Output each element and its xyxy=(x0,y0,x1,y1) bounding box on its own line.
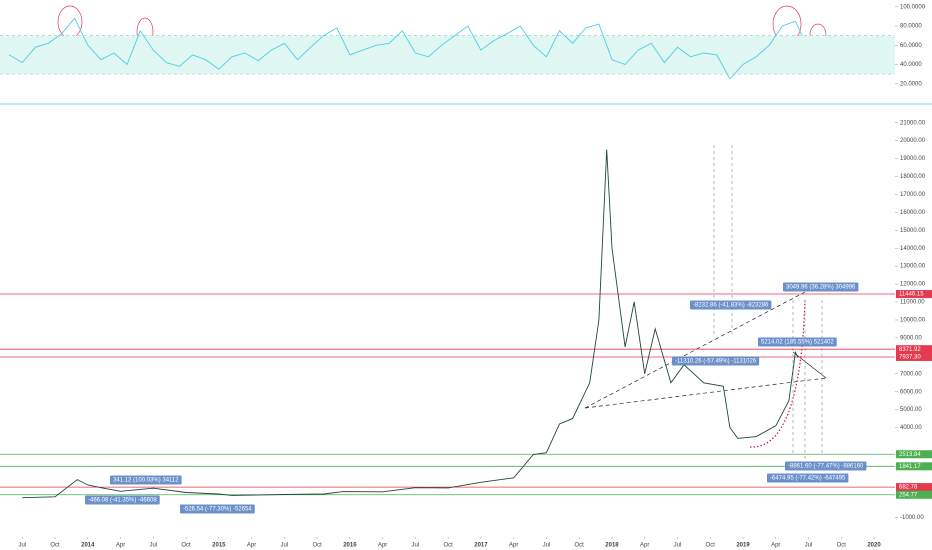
y-tick-label: 17000.00 xyxy=(900,192,926,198)
level-tag xyxy=(896,290,932,299)
y-tick-label: 9000.00 xyxy=(900,335,922,341)
y-tick-label: 5000.00 xyxy=(900,407,922,413)
y-tick-label: 18000.00 xyxy=(900,174,926,180)
y-tick-label: 20.0000 xyxy=(900,81,922,87)
annotation-box xyxy=(690,300,772,310)
level-label: 8371.92 xyxy=(899,347,921,353)
x-tick-label: 2016 xyxy=(343,543,357,549)
x-tick-label: Jul xyxy=(543,543,551,549)
y-tick-label: 20000.00 xyxy=(900,138,926,144)
level-label: 1841.17 xyxy=(899,464,921,470)
y-tick-label: 13000.00 xyxy=(900,264,926,270)
x-tick-label: Jul xyxy=(281,543,289,549)
level-tag xyxy=(896,450,932,459)
annotation-text: 3049.96 (36.28%) 304996 xyxy=(786,285,856,291)
level-tag xyxy=(896,345,932,354)
annotation-box xyxy=(767,473,849,483)
annotation-box xyxy=(785,461,867,471)
triangle xyxy=(792,351,827,379)
x-tick-label: Oct xyxy=(837,543,847,549)
level-tag xyxy=(896,462,932,471)
annotation-box xyxy=(180,504,255,514)
annotation-text: 5214.02 (185.55%) 521402 xyxy=(761,340,834,346)
y-tick-label: 60.0000 xyxy=(900,43,922,49)
x-tick-label: 2018 xyxy=(605,543,619,549)
x-tick-label: 2019 xyxy=(736,543,750,549)
annotation-box xyxy=(758,337,837,347)
x-tick-label: Jul xyxy=(18,543,26,549)
level-label: 7937.30 xyxy=(899,355,921,361)
annotation-text: -8232.86 (-41.83%) -823286 xyxy=(693,303,769,309)
y-tick-label: 21000.00 xyxy=(900,120,926,126)
y-tick-label: 100.0000 xyxy=(900,4,926,10)
annotation-box xyxy=(783,282,859,292)
annotation-box xyxy=(85,495,160,505)
y-tick-label: 6000.00 xyxy=(900,389,922,395)
level-label: 2513.84 xyxy=(899,452,921,458)
x-tick-label: Oct xyxy=(181,543,191,549)
series-line xyxy=(8,17,803,80)
x-tick-label: Jul xyxy=(149,543,157,549)
y-tick-label: -1000.00 xyxy=(900,515,924,521)
annotation-text: -11310.26 (-57.49%) -1131026 xyxy=(675,359,757,365)
annotation-text: -8861.60 (-77.47%) -886160 xyxy=(788,464,864,470)
x-tick-label: 2017 xyxy=(474,543,488,549)
y-tick-label: 4000.00 xyxy=(900,425,922,431)
x-tick-label: Oct xyxy=(50,543,60,549)
y-tick-label: 16000.00 xyxy=(900,210,926,216)
y-tick-label: 11000.00 xyxy=(900,300,925,306)
y-tick-label: 80.0000 xyxy=(900,24,922,30)
x-tick-label: 2020 xyxy=(867,543,881,549)
annotation-box xyxy=(672,356,760,366)
level-tag xyxy=(896,352,932,361)
x-tick-label: Jul xyxy=(674,543,682,549)
trend-line xyxy=(584,377,827,409)
y-tick-label: 14000.00 xyxy=(900,246,926,252)
y-tick-label: 15000.00 xyxy=(900,228,926,234)
x-tick-label: Apr xyxy=(771,543,780,549)
x-tick-label: Apr xyxy=(640,543,649,549)
rsi-band xyxy=(0,35,895,75)
x-tick-label: Oct xyxy=(443,543,453,549)
x-tick-label: Apr xyxy=(247,543,256,549)
x-tick-label: Jul xyxy=(805,543,813,549)
level-tag xyxy=(896,483,932,492)
x-tick-label: Oct xyxy=(706,543,716,549)
annotation-box xyxy=(110,475,182,485)
level-label: 682.78 xyxy=(899,485,918,491)
x-tick-label: Apr xyxy=(509,543,518,549)
x-tick-label: 2015 xyxy=(212,543,226,549)
series-line xyxy=(22,149,799,499)
level-tag xyxy=(896,490,932,499)
y-tick-label: 7000.00 xyxy=(900,371,922,377)
projection-curve xyxy=(749,299,806,448)
level-label: 254.77 xyxy=(899,492,918,498)
annotation-text: 341.12 (100.03%) 34112 xyxy=(113,478,179,484)
x-tick-label: Apr xyxy=(116,543,125,549)
level-label: 11446.15 xyxy=(899,292,924,298)
y-tick-label: 19000.00 xyxy=(900,156,926,162)
x-tick-label: Oct xyxy=(575,543,585,549)
annotation-text: -466.08 (-41.35%) -46608 xyxy=(88,498,157,504)
y-tick-label: 12000.00 xyxy=(900,282,926,288)
y-tick-label: 10000.00 xyxy=(900,318,926,324)
x-tick-label: 2014 xyxy=(81,543,95,549)
x-tick-label: Oct xyxy=(312,543,322,549)
y-tick-label: 40.0000 xyxy=(900,62,922,68)
annotation-text: -526.54 (-77.30%) -52654 xyxy=(183,507,252,513)
x-tick-label: Apr xyxy=(378,543,387,549)
annotation-text: -6474.95 (-77.42%) -647495 xyxy=(770,476,846,482)
x-tick-label: Jul xyxy=(412,543,420,549)
